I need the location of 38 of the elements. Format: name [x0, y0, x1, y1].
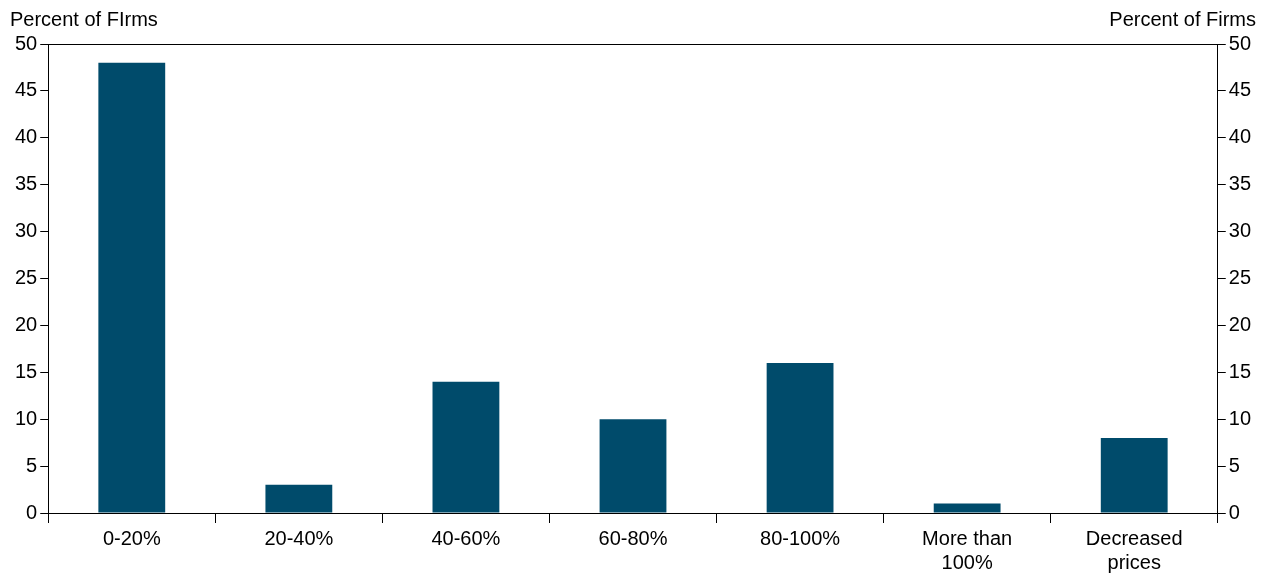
x-tick-label: 80-100% — [760, 526, 841, 549]
y-tick-label: 15 — [15, 359, 38, 382]
x-tick-label: 0-20% — [102, 526, 161, 549]
bar — [1100, 437, 1168, 513]
y2-tick-label: 50 — [1228, 31, 1251, 54]
y-tick-label: 50 — [15, 31, 38, 54]
y-tick-label: 30 — [15, 219, 38, 242]
y2-tick-label: 25 — [1228, 266, 1251, 289]
x-tick-label: Decreased prices — [1085, 526, 1183, 573]
x-tick-label: 60-80% — [598, 526, 668, 549]
y2-tick-label: 40 — [1228, 125, 1251, 148]
bar — [432, 381, 500, 513]
y-tick-label: 45 — [15, 78, 38, 101]
y2-tick-label: 0 — [1228, 500, 1240, 523]
bar — [265, 484, 333, 513]
bar — [766, 362, 834, 513]
x-tick-label: More than 100% — [922, 526, 1013, 573]
y-tick-label: 20 — [15, 312, 38, 335]
y2-tick-label: 15 — [1228, 359, 1251, 382]
y-tick-label: 25 — [15, 266, 38, 289]
y2-axis-title: Percent of Firms — [1109, 7, 1256, 30]
bar — [599, 419, 667, 513]
bar — [933, 503, 1001, 513]
x-tick-label: 40-60% — [431, 526, 501, 549]
y2-tick-label: 10 — [1228, 406, 1251, 429]
y-tick-label: 40 — [15, 125, 38, 148]
x-tick-label: 20-40% — [264, 526, 334, 549]
y2-tick-label: 35 — [1228, 172, 1251, 195]
y2-tick-label: 30 — [1228, 219, 1251, 242]
y-tick-label: 5 — [26, 453, 38, 476]
y-tick-label: 35 — [15, 172, 38, 195]
y-tick-label: 0 — [26, 500, 38, 523]
y2-tick-label: 20 — [1228, 312, 1251, 335]
bar — [98, 62, 166, 513]
y-axis-title: Percent of FIrms — [10, 7, 158, 30]
y2-tick-label: 45 — [1228, 78, 1251, 101]
y-tick-label: 10 — [15, 406, 38, 429]
y2-tick-label: 5 — [1228, 453, 1240, 476]
